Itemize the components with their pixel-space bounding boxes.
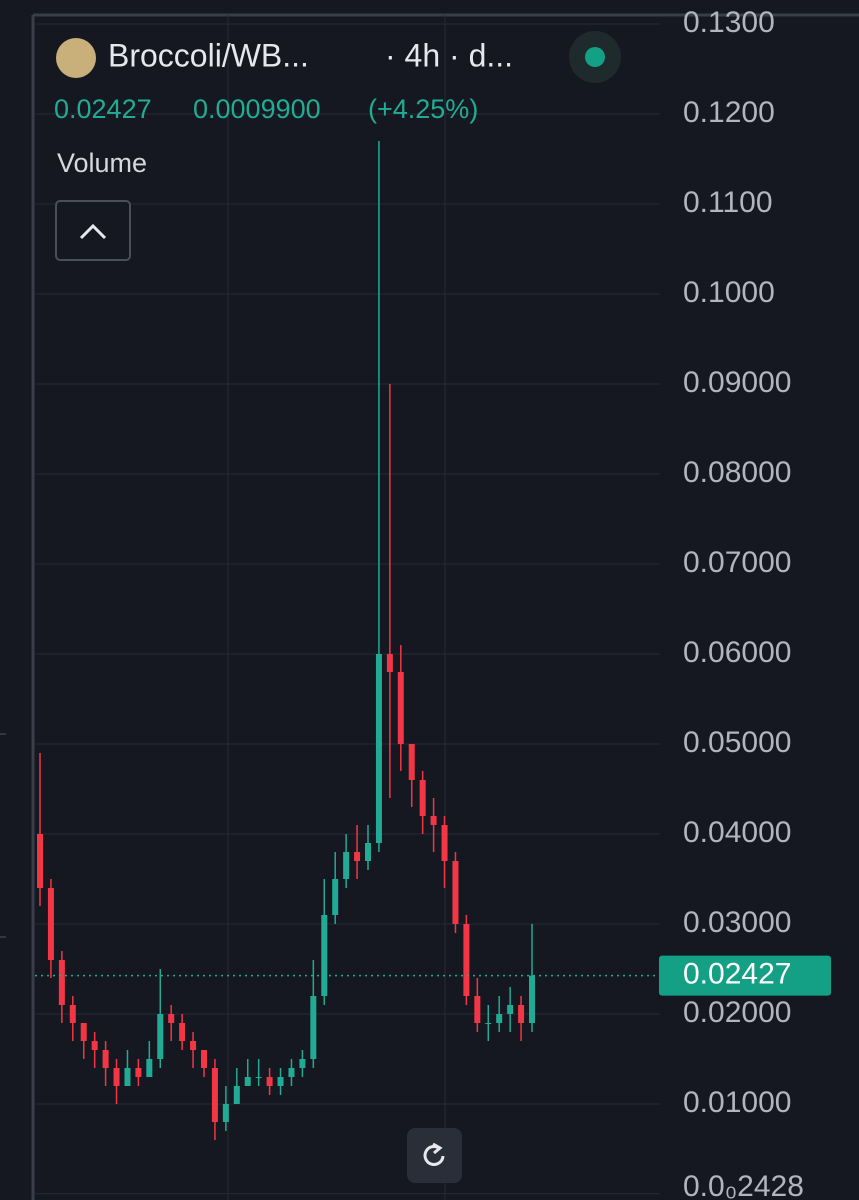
candle-body [124,1068,131,1086]
candle-body [288,1068,295,1077]
candle-body [266,1077,273,1086]
candle-body [397,672,404,744]
candle-body [463,924,470,996]
y-tick-label: 0.01000 [683,1086,791,1119]
candle-body [179,1023,186,1041]
reset-icon-arrow [432,1142,443,1155]
reset-button[interactable] [407,1128,462,1183]
candle-body [321,915,328,996]
collapse-button[interactable] [55,200,131,261]
candle-body [255,1077,262,1078]
y-tick-label: 0.02000 [683,996,791,1029]
y-tick-label: 0.1200 [683,96,775,129]
candle-body [529,975,535,1023]
plot: 0.0₀2428 0.01000 0.02000 0.03000 0.04000 0.05… [35,6,831,1200]
candle-body [365,843,371,861]
candle-body [37,834,43,888]
price: 0.02427 [54,94,152,124]
last-price-box [659,955,831,996]
y-tick-label: 0.07000 [683,546,791,579]
candle-body [386,654,393,672]
candle-body [168,1014,175,1023]
candle-body [474,996,481,1023]
candle-body [69,1005,76,1023]
candle-body [310,996,317,1059]
candle-body [80,1023,87,1041]
candle-body [518,1005,525,1023]
candle-body [408,744,415,780]
candle-body [135,1068,142,1077]
candle-body [47,888,54,960]
candle-body [190,1041,197,1050]
candle-body [452,861,459,924]
status-dot [585,47,605,67]
pair-name[interactable]: Broccoli/WB... [108,37,309,73]
y-tick-label: 0.06000 [683,636,791,669]
change-pct: (+4.25%) [368,94,478,124]
candle-body [233,1086,240,1104]
candle-body [113,1068,120,1086]
y-tick-label: 0.03000 [683,906,791,939]
reset-control [407,1128,462,1183]
token-icon[interactable] [56,38,96,78]
y-tick-label: 0.1100 [683,186,773,219]
candle-body [343,852,350,879]
candle-body [441,825,448,861]
candle-body [375,654,382,843]
candle-body [222,1104,229,1122]
candle-body [485,1023,492,1024]
y-tick-label: 0.08000 [683,456,791,489]
y-tick-label: 0.0₀2428 [683,1170,804,1200]
last-price-label: 0.02427 [683,957,791,990]
y-tick-label: 0.1000 [683,276,775,309]
candle-body [430,816,437,825]
candle-body [496,1014,503,1023]
indicator-name: Volume [57,148,147,178]
candle-body [91,1041,98,1050]
reset-icon [423,1145,445,1166]
y-tick-label: 0.05000 [683,726,791,759]
candle-body [146,1059,153,1077]
candle-body [58,960,65,1005]
interval[interactable]: · 4h · d... [385,37,513,73]
candle-body [211,1068,218,1122]
y-tick-label: 0.1300 [683,6,775,39]
chevron-icon [79,223,107,240]
candle-body [201,1050,207,1068]
candle-body [507,1005,514,1014]
header: Broccoli/WB... · 4h · d... 0.02427 0.000… [54,31,621,261]
change: 0.0009900 [193,94,321,124]
candle-body [157,1014,164,1059]
candle-body [102,1050,109,1068]
candle-body [354,852,361,861]
y-tick-label: 0.04000 [683,816,791,849]
candle-body [277,1077,284,1086]
candle-body [332,879,339,915]
candle-body [299,1059,306,1068]
y-tick-label: 0.09000 [683,366,791,399]
candle-body [419,780,426,816]
candle-body [244,1077,251,1086]
